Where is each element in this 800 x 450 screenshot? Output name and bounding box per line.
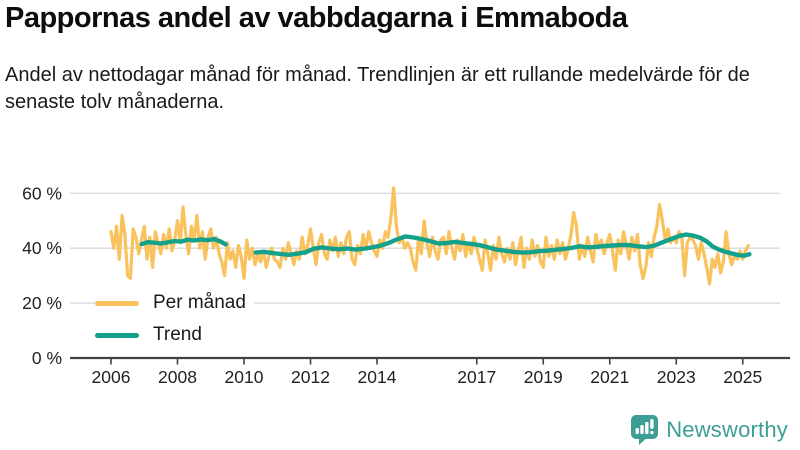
x-axis-tick-label: 2019 xyxy=(524,367,563,387)
y-axis-tick-label: 0 % xyxy=(32,348,62,368)
x-axis-tick-label: 2008 xyxy=(158,367,197,387)
x-axis-tick-label: 2012 xyxy=(291,367,330,387)
chart-legend: Per månad Trend xyxy=(95,291,254,347)
series-trend xyxy=(253,232,752,258)
x-axis-tick-label: 2025 xyxy=(723,367,762,387)
x-axis-tick-label: 2014 xyxy=(358,367,397,387)
legend-item-per-manad: Per månad xyxy=(95,291,254,315)
x-axis-tick-label: 2021 xyxy=(590,367,629,387)
legend-item-trend: Trend xyxy=(95,323,254,347)
x-axis-tick-label: 2006 xyxy=(92,367,131,387)
legend-label-monthly: Per månad xyxy=(153,292,246,313)
x-axis-tick-label: 2010 xyxy=(225,367,264,387)
x-axis-tick-label: 2023 xyxy=(657,367,696,387)
newsworthy-wordmark: Newsworthy xyxy=(666,417,788,442)
legend-label-trend: Trend xyxy=(153,324,202,345)
series-trend xyxy=(139,236,228,247)
legend-swatch-trend xyxy=(95,332,139,338)
x-axis-tick-label: 2017 xyxy=(457,367,496,387)
branding-footer: Newsworthy xyxy=(630,414,788,446)
y-axis-tick-label: 60 % xyxy=(22,183,62,203)
series-per-manad xyxy=(109,186,750,286)
page-title: Pappornas andel av vabbdagarna i Emmabod… xyxy=(5,2,628,34)
newsworthy-logo-icon xyxy=(630,414,659,446)
chart-subtitle: Andel av nettodagar månad för månad. Tre… xyxy=(5,64,750,113)
y-axis-tick-label: 20 % xyxy=(22,293,62,313)
y-axis-tick-label: 40 % xyxy=(22,238,62,258)
legend-swatch-monthly xyxy=(95,300,139,306)
